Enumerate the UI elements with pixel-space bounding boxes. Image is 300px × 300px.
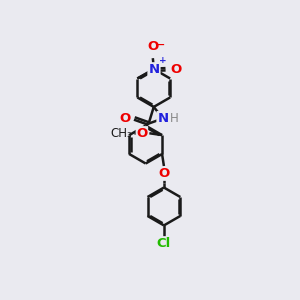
Text: H: H <box>169 112 178 125</box>
Text: O: O <box>119 112 130 125</box>
Text: N: N <box>148 63 160 76</box>
Text: N: N <box>158 112 169 125</box>
Text: CH₃: CH₃ <box>111 127 133 140</box>
Text: O: O <box>147 40 158 53</box>
Text: O: O <box>171 63 182 76</box>
Text: Cl: Cl <box>157 237 171 250</box>
Text: +: + <box>159 56 167 64</box>
Text: O: O <box>158 167 169 180</box>
Text: −: − <box>158 39 166 50</box>
Text: O: O <box>136 127 148 140</box>
